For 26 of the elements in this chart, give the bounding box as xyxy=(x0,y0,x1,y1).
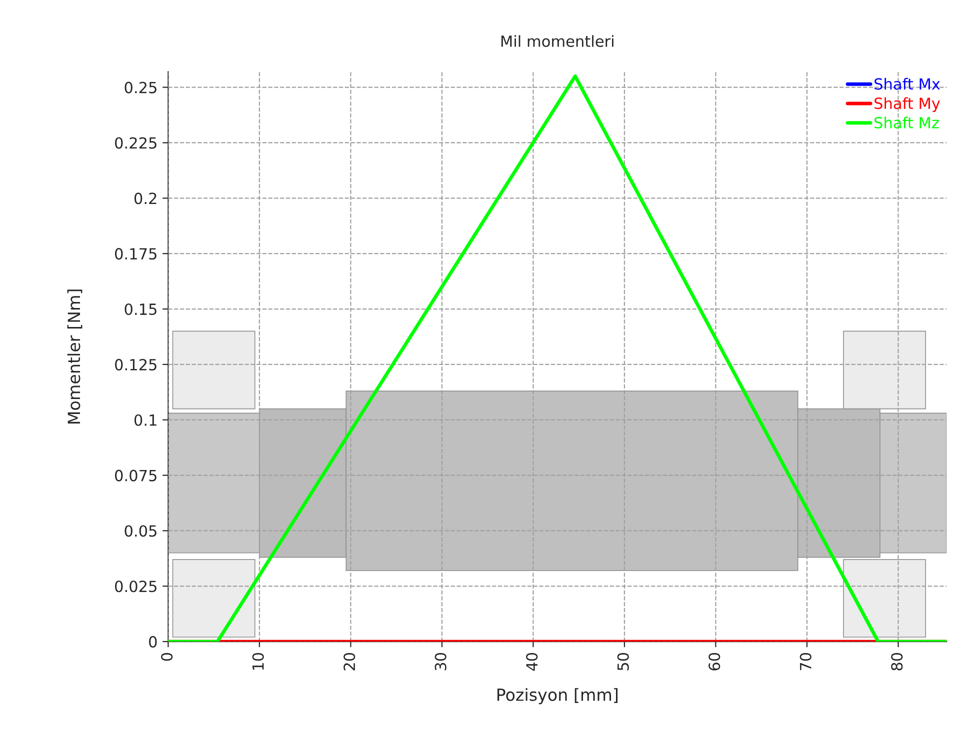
y-tick-label: 0.225 xyxy=(115,137,156,149)
x-tick-label: 50 xyxy=(617,653,629,670)
y-tick-label: 0.15 xyxy=(124,303,156,316)
x-tick-label: 0 xyxy=(161,653,173,661)
y-tick-label: 0.05 xyxy=(124,525,156,537)
y-tick-label: 0.025 xyxy=(115,580,156,592)
legend-label: Shaft Mx xyxy=(874,78,940,90)
y-tick-label: 0.075 xyxy=(115,470,156,482)
x-tick-label: 10 xyxy=(252,653,264,670)
x-tick-label: 80 xyxy=(891,653,903,670)
x-tick-label: 70 xyxy=(800,653,812,670)
x-tick-label: 40 xyxy=(526,653,538,671)
y-tick-label: 0.2 xyxy=(134,192,156,204)
y-axis-title: Momentler [Nm] xyxy=(67,290,82,424)
x-tick-label: 30 xyxy=(434,653,446,670)
x-tick-label: 20 xyxy=(344,653,356,670)
y-tick-label: 0.175 xyxy=(115,248,156,260)
y-tick-label: 0.25 xyxy=(124,82,156,94)
legend-label: Shaft My xyxy=(874,97,940,112)
x-tick-label: 60 xyxy=(708,653,720,670)
y-tick-label: 0.125 xyxy=(115,358,156,370)
y-tick-label: 0.1 xyxy=(134,414,156,426)
x-axis-title: Pozisyon [mm] xyxy=(497,688,618,704)
y-tick-label: 0 xyxy=(149,636,157,648)
legend-label: Shaft Mz xyxy=(874,116,939,128)
chart-title: Mil momentleri xyxy=(501,35,614,47)
